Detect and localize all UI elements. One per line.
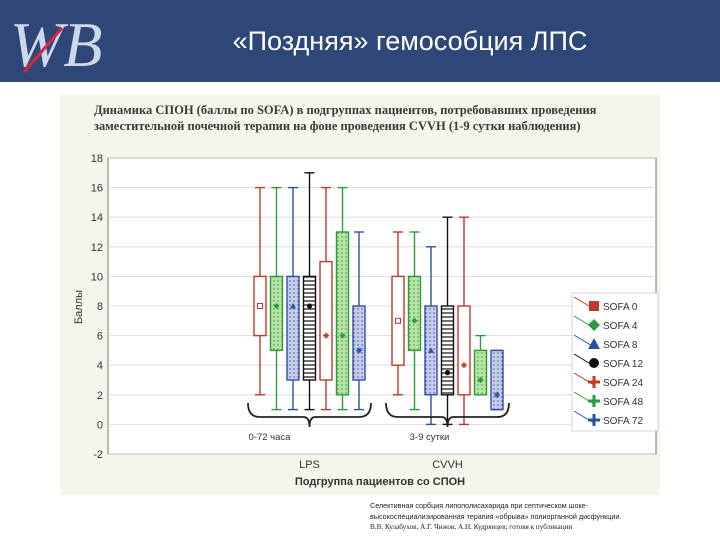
median-marker	[494, 391, 500, 398]
box-sofa-4-cvvh	[407, 231, 422, 411]
box-sofa-24-lps	[319, 186, 333, 411]
median-marker	[306, 303, 313, 309]
citation-line-1: Селективная сорбция липополисахарида при…	[370, 501, 589, 510]
box-iqr	[352, 305, 366, 381]
y-tick-label-8: 8	[97, 301, 103, 313]
legend-marker	[589, 358, 599, 368]
median-marker	[290, 303, 296, 309]
legend-label: SOFA 48	[603, 397, 643, 408]
box-sofa-12-lps	[302, 172, 317, 411]
x-axis-label: Подгруппа пациентов со СПОН	[295, 476, 465, 488]
group-annotation-0: 0-72 часа	[249, 432, 292, 443]
y-tick-label-2: 2	[97, 390, 103, 402]
box-sofa-48-cvvh	[473, 334, 488, 396]
legend-marker	[588, 338, 600, 349]
legend-marker	[588, 376, 600, 388]
median-marker	[339, 332, 346, 339]
box-iqr	[253, 275, 267, 337]
y-tick-label-10: 10	[91, 271, 103, 283]
y-tick-label-18: 18	[91, 153, 103, 165]
citation-footer: Селективная сорбция липополисахарида при…	[370, 500, 715, 533]
median-marker	[428, 347, 434, 353]
legend-label: SOFA 24	[603, 378, 643, 389]
chart-title-line-2: заместительной почечной терапии на фоне …	[94, 119, 581, 133]
box-iqr	[319, 260, 333, 381]
median-marker	[257, 303, 263, 309]
y-tick-label-14: 14	[91, 212, 103, 224]
box-iqr	[473, 349, 488, 396]
box-iqr	[391, 275, 405, 366]
group-annotation-1: 3-9 сутки	[410, 432, 450, 443]
axes: -2 0 2 4 6 8 10 12 14 16 18 LPS CVVH 0-72 часа 3-9 сут…	[91, 153, 510, 471]
group-brace-0	[247, 402, 372, 428]
box-iqr	[286, 275, 300, 381]
median-marker	[444, 370, 451, 376]
box-sofa-8-cvvh	[424, 246, 438, 426]
median-marker	[461, 362, 467, 369]
x-tick-label-lps: LPS	[299, 459, 320, 471]
citation-line-2: высокоспециализированная терапия «обрыва…	[370, 512, 622, 521]
median-marker	[323, 332, 329, 339]
legend-item-sofa-24: SOFA 24	[573, 372, 643, 389]
group-brace-1	[385, 402, 510, 428]
legend-marker	[588, 395, 600, 407]
grid	[108, 157, 656, 455]
median-marker	[356, 347, 362, 354]
logo: WB	[10, 9, 102, 78]
box-iqr	[269, 275, 284, 352]
y-tick-label-12: 12	[91, 242, 103, 254]
median-marker	[411, 317, 418, 324]
legend-label: SOFA 0	[603, 302, 638, 313]
box-sofa-72-lps	[352, 231, 366, 411]
logo-text: WB	[10, 9, 102, 78]
median-marker	[273, 303, 280, 309]
box-iqr	[302, 275, 317, 381]
x-tick-label-cvvh: CVVH	[432, 459, 463, 471]
logo-accent-stroke	[22, 27, 64, 73]
box-iqr	[335, 231, 350, 396]
box-sofa-4-lps	[269, 186, 284, 411]
legend-label: SOFA 8	[603, 340, 638, 351]
legend-item-sofa-12: SOFA 12	[573, 353, 643, 370]
chart-title-line-1: Динамика СПОН (баллы по SOFA) в подгрупп…	[94, 103, 597, 117]
y-axis-label: Баллы	[73, 290, 85, 324]
legend-label: SOFA 4	[603, 321, 638, 332]
box-iqr	[407, 275, 422, 352]
slide-title: «Поздняя» гемособция ЛПС	[232, 26, 588, 56]
y-tick-label--2: -2	[93, 449, 103, 461]
boxes	[253, 172, 504, 426]
box-iqr	[490, 349, 504, 411]
slide-header: WB «Поздняя» гемособция ЛПС	[0, 0, 720, 82]
box-sofa-12-cvvh	[440, 216, 455, 426]
legend-marker	[588, 414, 600, 426]
legend-item-sofa-48: SOFA 48	[573, 391, 643, 408]
box-sofa-0-cvvh	[391, 231, 405, 396]
y-tick-label-4: 4	[97, 360, 103, 372]
median-marker	[395, 317, 401, 324]
legend-box	[571, 292, 659, 432]
y-tick-label-16: 16	[91, 183, 103, 195]
box-plot-chart: Динамика СПОН (баллы по SOFA) в подгрупп…	[60, 95, 660, 495]
box-sofa-72-cvvh	[490, 349, 504, 411]
y-tick-label-6: 6	[97, 331, 103, 343]
median-marker	[477, 377, 484, 383]
citation-line-3: В.В. Кулабухов, А.Г. Чижов, А.Н. Кудрявц…	[370, 523, 573, 531]
box-sofa-24-cvvh	[457, 216, 471, 426]
box-sofa-8-lps	[286, 186, 300, 411]
box-iqr	[457, 305, 471, 396]
legend-item-sofa-72: SOFA 72	[573, 410, 643, 427]
box-iqr	[440, 305, 455, 396]
legend-marker	[588, 319, 600, 331]
box-sofa-0-lps	[253, 186, 267, 396]
legend-label: SOFA 72	[603, 416, 643, 427]
box-sofa-48-lps	[335, 186, 350, 411]
legend-marker	[589, 301, 599, 311]
y-tick-label-0: 0	[97, 419, 103, 431]
legend-label: SOFA 12	[603, 359, 643, 370]
legend: SOFA 0 SOFA 4 SOFA 8 SOFA 12 SOFA 24 SOFA 48 S…	[571, 292, 659, 432]
legend-item-sofa-0: SOFA 0	[573, 296, 638, 313]
legend-item-sofa-8: SOFA 8	[573, 334, 638, 351]
legend-item-sofa-4: SOFA 4	[573, 315, 638, 332]
